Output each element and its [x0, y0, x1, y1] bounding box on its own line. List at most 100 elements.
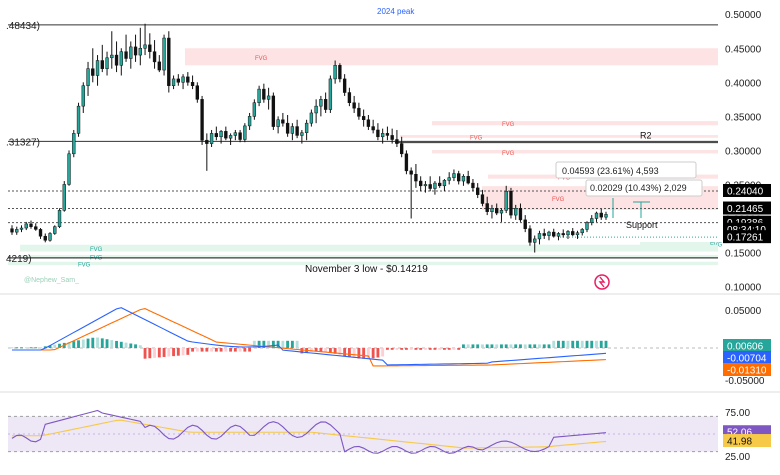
candle — [304, 122, 309, 133]
macd-histogram-bar — [381, 348, 385, 357]
candle — [575, 232, 580, 236]
macd-value-box — [723, 339, 771, 352]
macd-histogram-bar — [319, 348, 323, 352]
candle — [181, 76, 185, 83]
candle — [29, 223, 33, 227]
price-axis[interactable]: 0.500000.450000.400000.350000.300000.250… — [723, 10, 771, 463]
macd-histogram-bar — [138, 345, 142, 348]
candle — [205, 139, 209, 144]
price-label: 0.17261 — [727, 233, 764, 244]
macd-histogram-bar — [143, 348, 147, 359]
macd-histogram-bar — [462, 344, 465, 348]
rsi-panel[interactable] — [8, 409, 718, 454]
macd-tick: 0.05000 — [725, 306, 762, 317]
price-panel[interactable]: FVGFVGFVGFVGFVGFVGFVGFVGFVGFVGR2November… — [0, 7, 780, 393]
macd-histogram-bar — [371, 348, 375, 359]
macd-histogram-bar — [599, 340, 603, 348]
macd-histogram-bar — [224, 348, 228, 352]
macd-histogram-bar — [58, 343, 61, 348]
candle — [24, 223, 28, 229]
logo-icon — [598, 276, 606, 288]
r2-label: R2 — [640, 131, 652, 141]
candle — [471, 182, 475, 189]
macd-histogram-bar — [590, 340, 594, 348]
macd-panel[interactable] — [8, 307, 718, 367]
candle — [338, 65, 342, 80]
candle — [133, 46, 138, 56]
candle — [495, 208, 499, 214]
macd-histogram-bar — [233, 348, 237, 352]
macd-histogram-bar — [385, 348, 389, 350]
candle — [219, 131, 223, 138]
macd-value: -0.01310 — [727, 366, 767, 377]
candle — [347, 92, 352, 103]
macd-value: -0.00704 — [727, 354, 767, 365]
macd-histogram-bar — [219, 348, 223, 352]
candle — [409, 170, 413, 175]
rsi-tick: 75.00 — [725, 408, 750, 419]
candle — [190, 82, 195, 86]
macd-histogram-bar — [428, 348, 432, 350]
macd-histogram-bar — [471, 344, 475, 348]
macd-histogram-bar — [229, 348, 233, 352]
candle — [129, 46, 133, 59]
candle — [523, 219, 527, 229]
candle — [485, 203, 489, 212]
candle — [561, 233, 565, 236]
candle — [252, 102, 257, 117]
candle — [366, 119, 371, 127]
macd-histogram-bar — [500, 344, 503, 348]
macd-histogram-bar — [276, 340, 280, 348]
macd-histogram-bar — [452, 348, 456, 350]
candle — [243, 125, 247, 140]
fvg-zone — [432, 121, 718, 126]
candle — [157, 61, 161, 71]
candle — [452, 173, 456, 178]
macd-histogram-bar — [281, 340, 285, 348]
candle — [404, 153, 409, 172]
candle — [380, 133, 385, 138]
macd-histogram-bar — [110, 340, 114, 348]
macd-histogram-bar — [576, 340, 579, 348]
rsi-value-box — [723, 434, 771, 448]
candle — [371, 126, 375, 131]
price-tick: 0.45000 — [725, 44, 762, 55]
callout-box — [555, 161, 697, 179]
macd-histogram-bar — [347, 348, 351, 358]
candle — [19, 227, 24, 230]
macd-histogram-bar — [566, 340, 570, 348]
fvg-zone — [432, 150, 718, 154]
macd-histogram-bar — [295, 340, 299, 348]
candle — [228, 135, 233, 139]
candle — [10, 228, 14, 233]
candle — [599, 212, 603, 218]
macd-histogram-bar — [86, 338, 90, 348]
macd-histogram-bar — [167, 348, 171, 357]
fvg-zone — [640, 241, 718, 246]
candle — [504, 191, 508, 211]
candle — [281, 119, 285, 124]
candle — [262, 88, 266, 100]
macd-histogram-bar — [181, 348, 185, 356]
macd-histogram-bar — [366, 348, 370, 359]
nov-low-label: November 3 low - $0.14219 — [305, 264, 428, 275]
macd-signal-line — [12, 308, 607, 367]
macd-histogram-bar — [552, 340, 556, 348]
macd-tick: -0.05000 — [725, 376, 765, 387]
macd-histogram-bar — [557, 340, 560, 348]
candle — [110, 54, 114, 59]
macd-histogram-bar — [538, 344, 541, 348]
candle — [43, 235, 47, 241]
candle — [490, 208, 494, 212]
candle — [414, 173, 418, 182]
candle — [143, 44, 147, 49]
candle — [390, 135, 394, 140]
macd-histogram-bar — [15, 347, 19, 349]
candle — [509, 191, 513, 216]
candle — [238, 132, 242, 140]
macd-histogram-bar — [100, 338, 104, 348]
rsi-value: 41.98 — [727, 437, 752, 448]
candle — [162, 37, 166, 71]
candle — [295, 126, 299, 136]
